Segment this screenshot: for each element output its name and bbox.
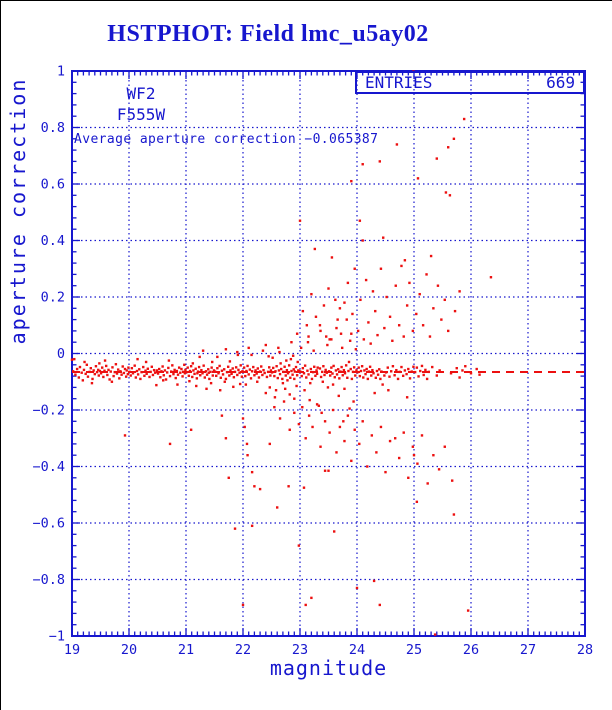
svg-text:−1: −1 [49,629,65,645]
svg-text:−0.2: −0.2 [32,403,65,419]
y-axis-label: aperture correction [6,77,30,345]
entries-stat-box: ENTRIES 669 [355,71,585,94]
svg-text:20: 20 [121,642,137,658]
x-axis-label: magnitude [269,656,388,680]
svg-text:24: 24 [349,642,365,658]
grid-lines [72,71,585,636]
svg-text:0.4: 0.4 [41,233,65,249]
svg-text:26: 26 [463,642,479,658]
detector-label: WF2 [126,84,156,103]
svg-text:0.6: 0.6 [41,177,65,193]
svg-text:23: 23 [292,642,308,658]
svg-text:25: 25 [406,642,422,658]
svg-text:0.2: 0.2 [41,290,65,306]
filter-label: F555W [116,105,166,124]
svg-text:−0.4: −0.4 [32,459,65,475]
page-title: HSTPHOT: Field lmc_u5ay02 [107,21,429,47]
tick-labels: 19 20 21 22 23 24 25 26 27 28 1 0.8 0.6 0.4 0.2 0 −0.2 −0… [32,64,593,658]
svg-text:21: 21 [178,642,194,658]
entries-label: ENTRIES [365,73,433,92]
svg-text:−0.6: −0.6 [32,516,65,532]
svg-text:27: 27 [520,642,536,658]
svg-text:1: 1 [57,64,65,80]
svg-text:28: 28 [577,642,593,658]
svg-text:−0.8: −0.8 [32,572,65,588]
entries-value: 669 [546,73,575,92]
svg-text:19: 19 [64,642,80,658]
data-points [70,70,493,636]
svg-text:22: 22 [235,642,251,658]
svg-text:0: 0 [57,346,65,362]
svg-text:0.8: 0.8 [41,120,65,136]
average-correction-annotation: Average aperture correction −0.065387 [74,132,379,147]
